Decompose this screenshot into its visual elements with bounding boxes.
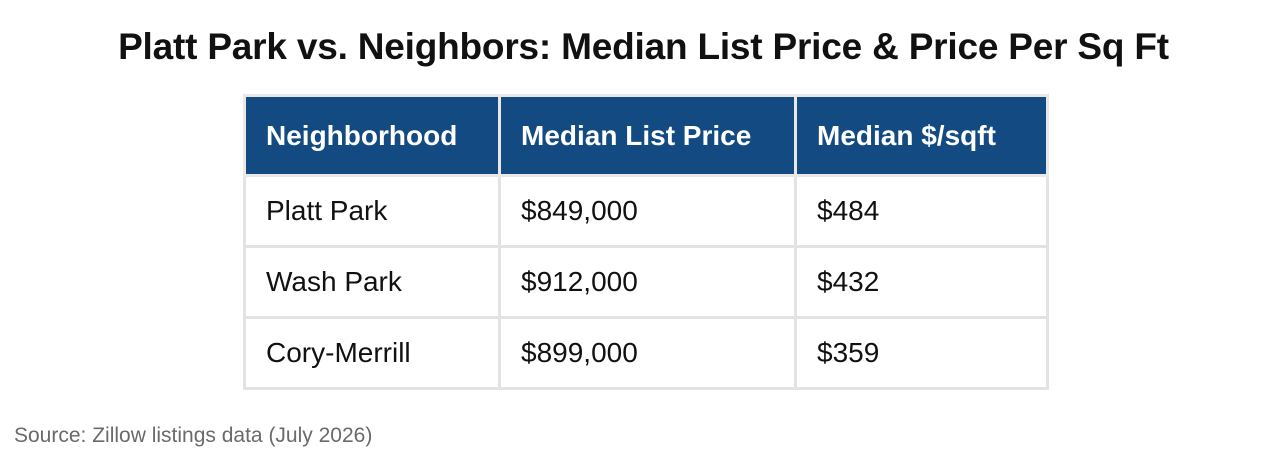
- cell-neighborhood: Wash Park: [243, 245, 501, 319]
- cell-median-list-price: $899,000: [498, 316, 797, 390]
- cell-neighborhood: Cory-Merrill: [243, 316, 501, 390]
- header-neighborhood: Neighborhood: [243, 94, 501, 177]
- table-row: Platt Park $849,000 $484: [243, 174, 1049, 248]
- header-median-list-price: Median List Price: [498, 94, 797, 177]
- page-title: Platt Park vs. Neighbors: Median List Pr…: [118, 26, 1169, 67]
- table-row: Cory-Merrill $899,000 $359: [243, 316, 1049, 390]
- cell-median-price-per-sqft: $484: [794, 174, 1049, 248]
- cell-median-list-price: $849,000: [498, 174, 797, 248]
- cell-median-list-price: $912,000: [498, 245, 797, 319]
- cell-neighborhood: Platt Park: [243, 174, 501, 248]
- source-note: Source: Zillow listings data (July 2026): [14, 424, 373, 447]
- cell-median-price-per-sqft: $432: [794, 245, 1049, 319]
- comparison-table-container: Neighborhood Median List Price Median $/…: [243, 94, 1049, 390]
- comparison-table: Neighborhood Median List Price Median $/…: [243, 94, 1049, 390]
- header-median-price-per-sqft: Median $/sqft: [794, 94, 1049, 177]
- cell-median-price-per-sqft: $359: [794, 316, 1049, 390]
- table-header-row: Neighborhood Median List Price Median $/…: [243, 94, 1049, 177]
- table-row: Wash Park $912,000 $432: [243, 245, 1049, 319]
